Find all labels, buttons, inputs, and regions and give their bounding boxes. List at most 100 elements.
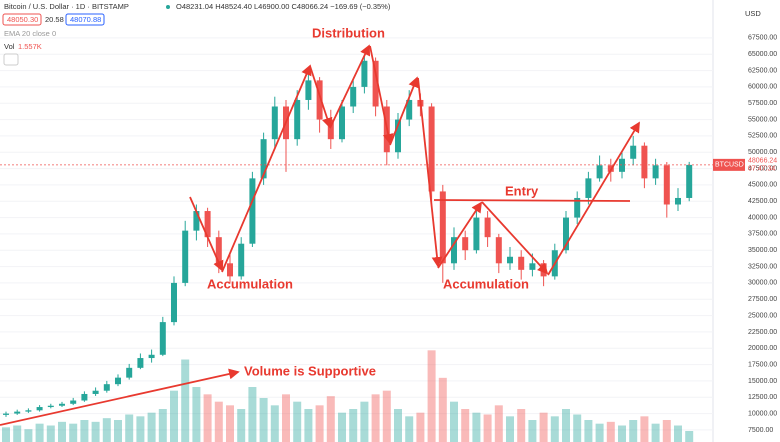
sell-box[interactable] bbox=[2, 13, 42, 26]
volume-bar bbox=[147, 412, 156, 442]
annotation: Accumulation bbox=[443, 276, 529, 291]
y-tick-label: 12500.00 bbox=[748, 394, 777, 401]
candle-body bbox=[495, 237, 502, 264]
candle-body bbox=[3, 413, 9, 415]
y-tick-label: 45000.00 bbox=[748, 182, 777, 189]
candle-body bbox=[596, 165, 603, 179]
buy: 48070.88 bbox=[70, 15, 101, 24]
header: Bitcoin / U.S. Dollar · 1D · BITSTAMP O4… bbox=[2, 2, 761, 66]
candle-body bbox=[47, 405, 54, 408]
candle-body bbox=[372, 60, 379, 107]
candle-body bbox=[350, 86, 357, 107]
volume-bar bbox=[349, 409, 358, 442]
y-tick-label: 52500.00 bbox=[748, 133, 777, 140]
candle-body bbox=[294, 99, 301, 140]
candle-body bbox=[585, 178, 592, 198]
y-tick-label: 65000.00 bbox=[748, 51, 777, 58]
candle-body bbox=[339, 106, 345, 140]
candle-body bbox=[260, 139, 267, 179]
y-tick-label: 32500.00 bbox=[748, 263, 777, 270]
volume-bar bbox=[360, 401, 369, 442]
symbol: Bitcoin / U.S. Dollar · 1D · BITSTAMP bbox=[4, 2, 129, 11]
volume-bar bbox=[170, 390, 178, 442]
arrow bbox=[189, 196, 224, 272]
volume-bar bbox=[226, 405, 234, 442]
candle-body bbox=[182, 230, 189, 283]
sell: 48050.30 bbox=[7, 15, 38, 24]
collapse-button[interactable] bbox=[3, 53, 19, 66]
y-tick-label: 60000.00 bbox=[748, 84, 777, 91]
y-tick-label: 40000.00 bbox=[748, 214, 777, 221]
price-symbol: BTCUSD bbox=[715, 162, 744, 169]
candle-body bbox=[271, 106, 278, 140]
candle-body bbox=[148, 354, 155, 359]
volume-bar bbox=[293, 401, 302, 442]
volume-bar bbox=[203, 394, 212, 442]
y-tick-label: 55000.00 bbox=[748, 116, 777, 123]
candle-body bbox=[171, 282, 177, 323]
status-dot bbox=[166, 5, 170, 9]
ohlc: O48231.04 H48524.40 L46900.00 C48066.24 … bbox=[176, 2, 391, 11]
volume-bar bbox=[674, 425, 682, 442]
candle-body bbox=[529, 263, 536, 270]
volume-bar bbox=[618, 425, 626, 442]
ema: EMA 20 close 0 bbox=[4, 29, 56, 38]
y-tick-label: 30000.00 bbox=[748, 280, 777, 287]
candle-body bbox=[316, 80, 323, 120]
y-tick-label: 37500.00 bbox=[748, 231, 777, 238]
y-tick-label: 62500.00 bbox=[748, 67, 777, 74]
arrow bbox=[437, 201, 482, 269]
candle-body bbox=[652, 165, 659, 179]
volume-bar bbox=[517, 409, 526, 442]
spread: 20.58 bbox=[45, 15, 64, 24]
candle-body bbox=[630, 145, 637, 159]
candle-body bbox=[70, 400, 77, 404]
volume-bar bbox=[573, 414, 582, 442]
candle-body bbox=[81, 393, 88, 401]
volume-bar bbox=[58, 421, 66, 442]
volume-bar bbox=[427, 350, 436, 442]
candle-body bbox=[473, 217, 480, 251]
annotation: Volume is Supportive bbox=[244, 363, 376, 378]
volume-bar bbox=[158, 409, 167, 442]
volume-bar bbox=[91, 421, 100, 442]
annotation: Accumulation bbox=[207, 276, 293, 291]
buy-box[interactable] bbox=[65, 13, 105, 26]
volume-bar bbox=[13, 425, 22, 442]
candle-body bbox=[406, 99, 413, 120]
candle-body bbox=[193, 211, 200, 231]
y-tick-label: 25000.00 bbox=[748, 312, 777, 319]
y-tick-label: 17500.00 bbox=[748, 361, 777, 368]
candle-body bbox=[428, 106, 435, 192]
price-value: 48066.24 bbox=[748, 158, 777, 165]
volume-bar bbox=[539, 412, 548, 442]
volume-bar bbox=[595, 423, 604, 442]
arrow bbox=[369, 45, 394, 145]
candle-body bbox=[395, 119, 401, 153]
candle-body bbox=[663, 165, 670, 205]
candle-body bbox=[227, 263, 233, 277]
candle-body bbox=[563, 217, 569, 251]
arrow bbox=[221, 64, 312, 273]
candle-body bbox=[115, 377, 121, 385]
candle-body bbox=[137, 358, 144, 368]
volume-bar bbox=[24, 429, 33, 442]
volume-bar bbox=[685, 431, 694, 442]
price-box bbox=[713, 158, 745, 171]
arrow bbox=[329, 44, 371, 129]
candle-body bbox=[686, 164, 693, 198]
arrow bbox=[0, 368, 240, 426]
candle-body bbox=[484, 217, 491, 238]
vol-label: Vol bbox=[4, 42, 15, 51]
volume-bar bbox=[282, 394, 290, 442]
candle-body bbox=[361, 60, 368, 87]
candle-body bbox=[507, 256, 513, 264]
y-tick-label: 57500.00 bbox=[748, 100, 777, 107]
candle-body bbox=[103, 384, 110, 391]
volume-bar bbox=[416, 412, 425, 442]
candle-body bbox=[574, 197, 581, 218]
volume-bar bbox=[46, 425, 55, 442]
volume-bar bbox=[315, 405, 324, 442]
volume-bar bbox=[651, 423, 660, 442]
arrow bbox=[417, 77, 443, 268]
